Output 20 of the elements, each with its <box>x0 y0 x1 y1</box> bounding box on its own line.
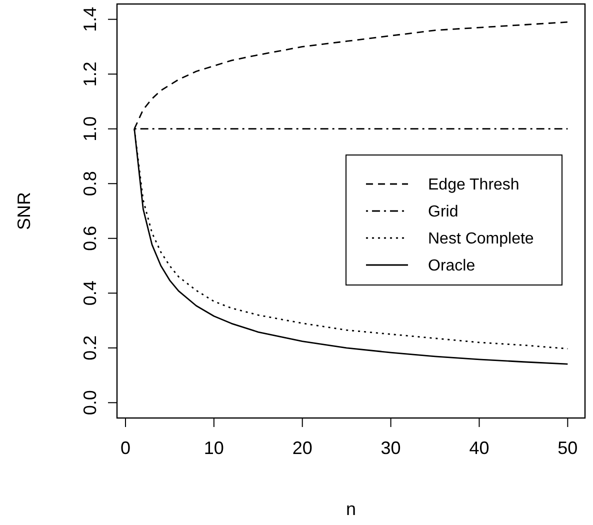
x-tick-label: 40 <box>469 438 490 458</box>
x-tick-label: 50 <box>558 438 578 458</box>
x-tick-label: 10 <box>204 438 224 458</box>
y-tick-label: 0.2 <box>80 335 100 360</box>
legend-label: Edge Thresh <box>428 176 520 194</box>
legend-label: Nest Complete <box>428 230 534 248</box>
y-tick-label: 0.6 <box>80 226 100 251</box>
x-tick-label: 0 <box>120 438 130 458</box>
legend-label: Grid <box>428 204 458 221</box>
y-tick-label: 1.4 <box>80 6 100 32</box>
x-tick-label: 20 <box>292 438 312 458</box>
y-tick-label: 1.2 <box>80 62 100 87</box>
y-tick-label: 1.0 <box>80 116 100 142</box>
legend-label: Oracle <box>428 258 476 275</box>
x-axis-title: n <box>346 499 356 519</box>
x-tick-label: 30 <box>380 438 401 458</box>
y-tick-label: 0.8 <box>80 171 100 196</box>
y-axis-title: SNR <box>14 192 34 230</box>
y-tick-label: 0.4 <box>80 280 100 306</box>
y-tick-label: 0.0 <box>80 390 100 416</box>
